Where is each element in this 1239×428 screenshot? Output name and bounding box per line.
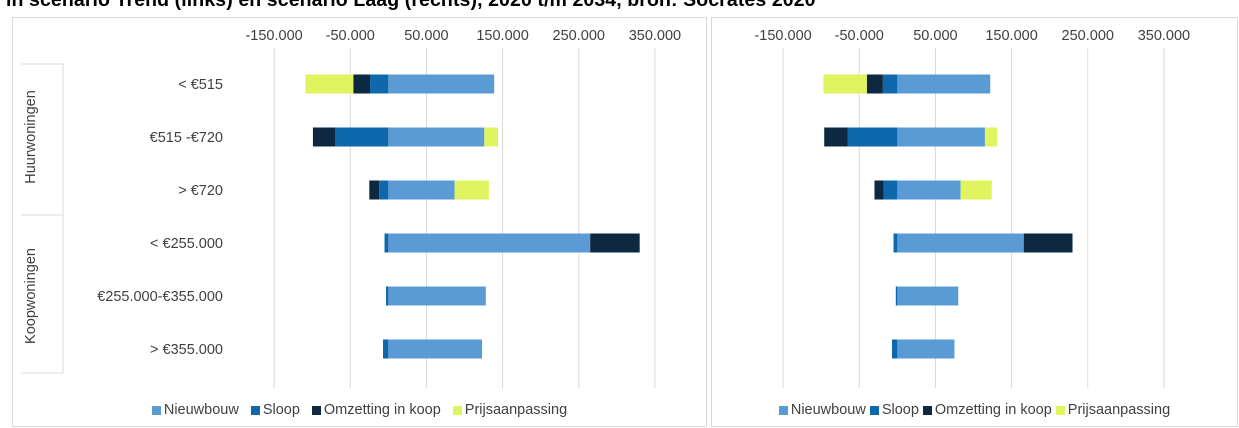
group-label-huurwoningen: Huurwoningen (23, 90, 39, 184)
legend-label: Sloop (262, 402, 300, 418)
bar-sloop (386, 286, 389, 306)
x-tick-label: 250.000 (553, 28, 605, 44)
bar-prijsaanpassing (984, 127, 998, 147)
bar-omzetting-in-koop (353, 74, 371, 94)
bar-omzetting-in-koop (312, 127, 336, 147)
bar-prijsaanpassing (823, 74, 867, 94)
x-tick-label: -150.000 (245, 28, 302, 44)
bar-nieuwbouw (897, 339, 955, 359)
bar-nieuwbouw (388, 180, 455, 200)
bar-nieuwbouw (897, 74, 991, 94)
category-label: €255.000-€355.000 (97, 289, 223, 305)
legend-label: Nieuwbouw (163, 402, 239, 418)
legend-swatch (869, 405, 879, 415)
legend-label: Prijsaanpassing (464, 402, 568, 418)
bar-sloop (847, 127, 898, 147)
legend-swatch (151, 405, 161, 415)
bar-sloop (370, 74, 389, 94)
legend-label: Omzetting in koop (934, 402, 1052, 418)
chart-panel-left: -150.000 -50.000 50.000 150.000 250.000 350.0… (12, 17, 707, 427)
x-tick-label: 150.000 (476, 28, 528, 44)
bar-nieuwbouw (388, 339, 483, 359)
x-tick-label: -50.000 (326, 28, 375, 44)
bar-prijsaanpassing (960, 180, 992, 200)
bar-omzetting-in-koop (590, 233, 640, 253)
x-tick-label: 350.000 (1138, 28, 1190, 44)
legend-item-sloop: Sloop (250, 402, 300, 418)
x-tick-label: -50.000 (835, 28, 884, 44)
bar-nieuwbouw (388, 127, 485, 147)
category-label: < €515 (178, 77, 223, 93)
legend-label: Nieuwbouw (790, 402, 866, 418)
legend-label: Sloop (881, 402, 919, 418)
legend-item-prijsaanpassing: Prijsaanpassing (1055, 402, 1171, 418)
legend-swatch (922, 405, 932, 415)
bar-nieuwbouw (897, 233, 1024, 253)
bar-sloop (883, 180, 898, 200)
chart-right: -150.000 -50.000 50.000 150.000 250.000 350.0… (754, 28, 1190, 388)
legend-left: Nieuwbouw Sloop Omzetting in koop Prijsa… (13, 402, 706, 418)
bar-omzetting-in-koop (874, 180, 884, 200)
legend-swatch (778, 405, 788, 415)
bar-sloop (384, 233, 389, 253)
category-label: €515 -€720 (150, 130, 223, 146)
bar-omzetting-in-koop (1023, 233, 1073, 253)
bar-prijsaanpassing (484, 127, 499, 147)
legend-item-omzetting: Omzetting in koop (922, 402, 1052, 418)
category-label: > €355.000 (150, 342, 223, 358)
bar-nieuwbouw (388, 74, 495, 94)
x-tick-label: -150.000 (754, 28, 811, 44)
legend-swatch (1055, 405, 1065, 415)
bar-nieuwbouw (388, 286, 486, 306)
legend-right: Nieuwbouw Sloop Omzetting in koop Prijsa… (712, 402, 1237, 418)
bar-prijsaanpassing (305, 74, 354, 94)
bar-sloop (892, 339, 898, 359)
legend-item-nieuwbouw: Nieuwbouw (778, 402, 866, 418)
bar-nieuwbouw (897, 180, 961, 200)
bar-prijsaanpassing (454, 180, 489, 200)
bar-nieuwbouw (897, 286, 959, 306)
chart-panel-right: -150.000 -50.000 50.000 150.000 250.000 350.0… (711, 17, 1238, 427)
bar-sloop (379, 180, 389, 200)
bar-sloop (893, 233, 898, 253)
legend-swatch (452, 405, 462, 415)
bar-sloop (882, 74, 898, 94)
bar-omzetting-in-koop (824, 127, 848, 147)
bar-omzetting-in-koop (369, 180, 380, 200)
x-tick-label: 150.000 (985, 28, 1037, 44)
bar-omzetting-in-koop (866, 74, 883, 94)
x-tick-label: 50.000 (404, 28, 448, 44)
x-tick-label: 250.000 (1062, 28, 1114, 44)
legend-item-prijsaanpassing: Prijsaanpassing (452, 402, 568, 418)
group-label-koopwoningen: Koopwoningen (23, 248, 39, 344)
legend-item-sloop: Sloop (869, 402, 919, 418)
bar-sloop (895, 286, 898, 306)
category-label: > €720 (178, 183, 223, 199)
chart-left: -150.000 -50.000 50.000 150.000 250.000 350.0… (21, 28, 681, 388)
category-label: < €255.000 (150, 236, 223, 252)
legend-item-nieuwbouw: Nieuwbouw (151, 402, 239, 418)
legend-label: Prijsaanpassing (1067, 402, 1171, 418)
x-tick-label: 350.000 (629, 28, 681, 44)
bar-nieuwbouw (388, 233, 591, 253)
x-tick-label: 50.000 (913, 28, 957, 44)
legend-swatch (250, 405, 260, 415)
legend-item-omzetting: Omzetting in koop (311, 402, 441, 418)
bar-sloop (335, 127, 389, 147)
legend-label: Omzetting in koop (323, 402, 441, 418)
chart-title: in scenario Trend (links) en scenario La… (6, 0, 816, 11)
bar-nieuwbouw (897, 127, 985, 147)
bar-sloop (383, 339, 389, 359)
legend-swatch (311, 405, 321, 415)
